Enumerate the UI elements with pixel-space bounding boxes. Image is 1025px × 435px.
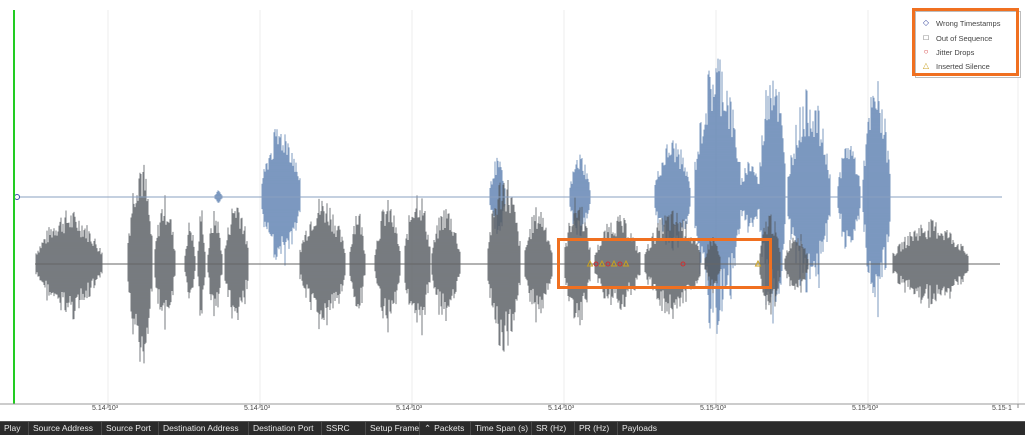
legend-highlight-box bbox=[912, 8, 1019, 76]
jitter-markers bbox=[586, 259, 762, 267]
column-header-sr[interactable]: SR (Hz) bbox=[532, 422, 575, 435]
sort-ascending-icon: ⌃ bbox=[424, 423, 432, 433]
inserted-silence-marker bbox=[622, 259, 630, 267]
circle-icon: ○ bbox=[923, 47, 929, 56]
x-tick-label: 5.15·10³ bbox=[852, 405, 879, 412]
triangle-icon: △ bbox=[922, 61, 930, 70]
square-icon: □ bbox=[923, 33, 929, 42]
inserted-silence-marker bbox=[586, 259, 594, 267]
x-axis-ticks bbox=[107, 404, 1019, 408]
x-tick-label: 5.14·10³ bbox=[244, 405, 271, 412]
annotation-highlight-box bbox=[557, 238, 772, 289]
stream-table-header: Play Source Address Source Port Destinat… bbox=[0, 421, 1025, 435]
column-header-packets[interactable]: ⌃ Packets bbox=[420, 422, 471, 435]
x-tick-label: 5.15·10³ bbox=[700, 405, 727, 412]
column-header-source-port[interactable]: Source Port bbox=[102, 422, 159, 435]
column-header-source-address[interactable]: Source Address bbox=[29, 422, 102, 435]
column-header-play[interactable]: Play bbox=[0, 422, 29, 435]
x-tick-label: 5.15·1 bbox=[992, 405, 1012, 412]
legend-label: Jitter Drops bbox=[936, 47, 975, 57]
legend-label: Out of Sequence bbox=[936, 33, 993, 43]
rtp-waveform-plot[interactable]: 5.14·10³ 5.14·10³ 5.14·10³ 5.14·10³ 5.15… bbox=[0, 0, 1025, 421]
x-tick-label: 5.14·10³ bbox=[548, 405, 575, 412]
legend-label: Wrong Timestamps bbox=[936, 18, 1001, 28]
legend-label: Inserted Silence bbox=[936, 61, 990, 71]
jitter-drop-marker bbox=[593, 261, 599, 267]
column-header-pr[interactable]: PR (Hz) bbox=[575, 422, 618, 435]
legend-item-inserted-silence[interactable]: △ Inserted Silence bbox=[916, 60, 990, 72]
inserted-silence-marker bbox=[610, 259, 618, 267]
inserted-silence-marker bbox=[598, 259, 606, 267]
diamond-icon: ◇ bbox=[922, 18, 930, 27]
legend-item-jitter-drops[interactable]: ○ Jitter Drops bbox=[916, 46, 975, 58]
column-header-packets-label: Packets bbox=[434, 423, 465, 433]
x-tick-label: 5.14·10³ bbox=[92, 405, 119, 412]
column-header-setup-frame[interactable]: Setup Frame bbox=[366, 422, 420, 435]
column-header-destination-port[interactable]: Destination Port bbox=[249, 422, 322, 435]
jitter-drop-marker bbox=[617, 261, 623, 267]
waveform-canvas[interactable] bbox=[0, 0, 1025, 421]
inserted-silence-marker bbox=[754, 259, 762, 267]
column-header-time-span[interactable]: Time Span (s) bbox=[471, 422, 532, 435]
jitter-drop-marker bbox=[605, 261, 611, 267]
column-header-payloads[interactable]: Payloads bbox=[622, 423, 657, 433]
legend-item-wrong-timestamps[interactable]: ◇ Wrong Timestamps bbox=[916, 17, 1001, 29]
legend: ◇ Wrong Timestamps □ Out of Sequence ○ J… bbox=[915, 11, 1021, 78]
x-tick-label: 5.14·10³ bbox=[396, 405, 423, 412]
jitter-drop-marker bbox=[680, 261, 686, 267]
legend-item-out-of-sequence[interactable]: □ Out of Sequence bbox=[916, 32, 993, 44]
column-header-ssrc[interactable]: SSRC bbox=[322, 422, 366, 435]
stream-start-marker bbox=[14, 194, 20, 200]
column-header-destination-address[interactable]: Destination Address bbox=[159, 422, 249, 435]
